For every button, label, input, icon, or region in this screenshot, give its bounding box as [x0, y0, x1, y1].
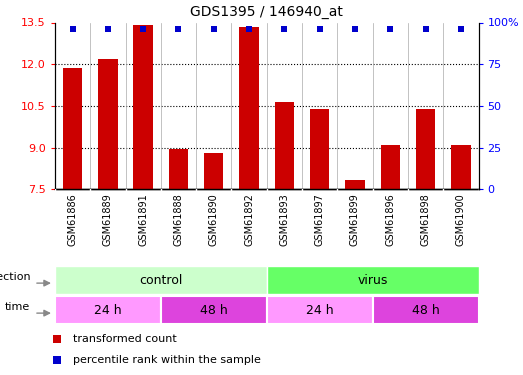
Bar [204, 153, 223, 189]
Bar [98, 58, 118, 189]
Title: GDS1395 / 146940_at: GDS1395 / 146940_at [190, 5, 343, 19]
Bar [55, 266, 267, 294]
Text: GSM61886: GSM61886 [67, 193, 77, 246]
Text: time: time [5, 303, 30, 312]
Text: GSM61900: GSM61900 [456, 193, 466, 246]
Text: GSM61891: GSM61891 [138, 193, 148, 246]
Bar [55, 296, 161, 324]
Bar [169, 149, 188, 189]
Bar [267, 266, 479, 294]
Bar [133, 25, 153, 189]
Text: infection: infection [0, 273, 30, 282]
Text: GSM61892: GSM61892 [244, 193, 254, 246]
Bar [275, 102, 294, 189]
Text: virus: virus [357, 274, 388, 287]
Text: transformed count: transformed count [73, 334, 176, 344]
Text: 48 h: 48 h [200, 304, 228, 317]
Text: GSM61893: GSM61893 [279, 193, 289, 246]
Bar [267, 296, 372, 324]
Text: GSM61888: GSM61888 [174, 193, 184, 246]
Bar [381, 145, 400, 189]
Text: GSM61897: GSM61897 [315, 193, 325, 246]
Text: 48 h: 48 h [412, 304, 439, 317]
Text: GSM61889: GSM61889 [103, 193, 113, 246]
Bar [240, 27, 259, 189]
Text: percentile rank within the sample: percentile rank within the sample [73, 355, 260, 365]
Text: 24 h: 24 h [94, 304, 122, 317]
Bar [63, 68, 82, 189]
Text: 24 h: 24 h [306, 304, 334, 317]
Text: GSM61896: GSM61896 [385, 193, 395, 246]
Text: control: control [139, 274, 183, 287]
Bar [451, 145, 471, 189]
Bar [345, 180, 365, 189]
Bar [372, 296, 479, 324]
Text: GSM61899: GSM61899 [350, 193, 360, 246]
Bar [416, 109, 435, 189]
Text: GSM61898: GSM61898 [420, 193, 430, 246]
Text: GSM61890: GSM61890 [209, 193, 219, 246]
Bar [161, 296, 267, 324]
Bar [310, 109, 329, 189]
